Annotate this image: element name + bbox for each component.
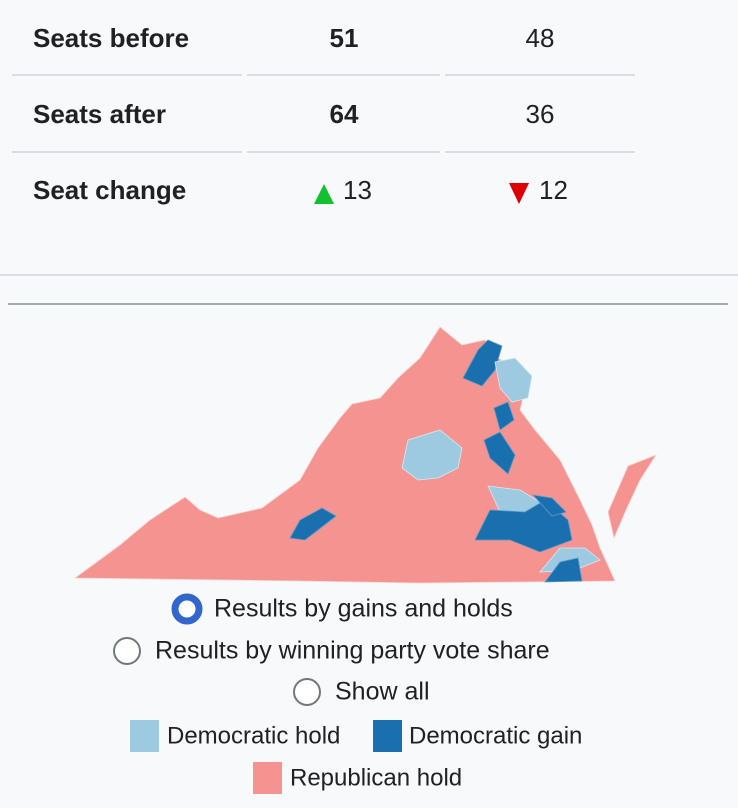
map-region [73, 326, 616, 584]
down-arrow [509, 183, 529, 204]
map-region [289, 507, 337, 541]
legend: Democratic hold Democratic gain Republic… [130, 720, 582, 794]
cell: 36 [526, 99, 555, 129]
option-label[interactable]: Show all [335, 678, 430, 706]
option-label[interactable]: Results by winning party vote share [155, 637, 550, 665]
cell: 51 [330, 23, 359, 53]
legend-swatch [253, 762, 282, 794]
map-region [493, 401, 515, 431]
radio[interactable] [113, 637, 141, 665]
row-label: Seats after [33, 99, 166, 129]
legend-label: Democratic gain [409, 722, 582, 749]
map-region [607, 454, 658, 540]
radio-selected[interactable] [171, 593, 203, 625]
cell: 64 [330, 99, 359, 129]
radio[interactable] [293, 678, 321, 706]
map-region [483, 431, 516, 475]
row-label: Seat change [33, 175, 186, 205]
up-arrow [314, 184, 334, 204]
cell: 48 [526, 23, 555, 53]
row-label: Seats before [33, 23, 189, 53]
map-region [401, 429, 463, 481]
legend-label: Democratic hold [167, 722, 340, 749]
legend-swatch [373, 720, 402, 752]
map-region [462, 339, 503, 387]
map-region [474, 499, 573, 553]
legend-swatch [130, 720, 159, 752]
map-region [544, 557, 583, 583]
cell: 12 [539, 175, 568, 205]
results-table: Seats before 51 48 Seats after 64 36 Sea… [12, 23, 635, 205]
cell: 13 [343, 175, 372, 205]
virginia-map [73, 326, 658, 584]
map-options: Results by gains and holds Results by wi… [113, 593, 550, 706]
legend-label: Republican hold [290, 764, 462, 791]
option-label[interactable]: Results by gains and holds [214, 595, 513, 623]
map-region [494, 357, 533, 403]
map-region [531, 494, 567, 517]
